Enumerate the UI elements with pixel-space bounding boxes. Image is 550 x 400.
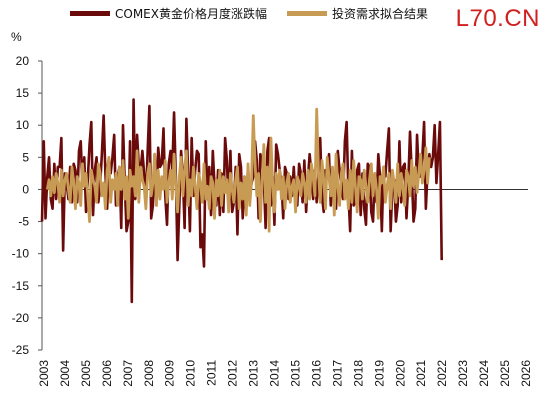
legend-swatch-comex [70,10,110,16]
y-tick-label: -20 [12,311,30,325]
series-line-investment [45,107,431,233]
x-tick-label: 2021 [414,360,428,387]
x-tick-label: 2025 [498,360,512,387]
series-investment-fit [45,107,431,233]
y-tick-label: -15 [12,279,30,293]
x-tick-label: 2017 [330,360,344,387]
x-tick-label: 2004 [58,360,72,387]
y-tick-label: 0 [22,182,29,196]
x-tick-label: 2013 [247,360,261,387]
y-tick-label: -25 [12,343,30,357]
legend-item-comex: COMEX黄金价格月度涨跌幅 [70,5,267,22]
legend-label-investment: 投资需求拟合结果 [331,6,428,21]
x-tick-label: 2014 [268,360,282,387]
x-tick-label: 2010 [184,360,198,387]
x-tick-label: 2022 [435,360,449,387]
legend-swatch-investment [286,10,327,16]
legend-label-comex: COMEX黄金价格月度涨跌幅 [115,6,267,21]
series-line-comex [40,98,443,304]
x-tick-label: 2018 [351,360,365,387]
legend: COMEX黄金价格月度涨跌幅 投资需求拟合结果 [70,4,448,22]
series-comex-monthly-change [40,98,443,304]
x-tick-label: 2026 [519,360,533,387]
x-tick-label: 2011 [205,360,219,386]
y-axis-unit: % [11,30,22,44]
y-tick-label: 10 [16,118,30,132]
x-tick-label: 2012 [226,360,240,387]
x-tick-label: 2008 [142,360,156,387]
y-tick-label: 20 [16,54,30,68]
x-tick-label: 2024 [477,360,491,387]
watermark: L70.CN [455,5,540,32]
x-tick-label: 2020 [393,360,407,387]
x-tick-label: 2006 [100,360,114,387]
x-tick-label: 2009 [163,360,177,387]
legend-item-investment: 投资需求拟合结果 [286,5,428,22]
x-tick-label: 2003 [37,360,51,387]
y-tick-label: 15 [16,86,30,100]
x-tick-label: 2015 [288,360,302,387]
y-tick-labels: 20 15 10 5 0 -5 -10 -15 -20 -25 [12,54,30,357]
x-tick-label: 2007 [121,360,135,387]
x-tick-label: 2016 [309,360,323,387]
y-tick-label: -10 [12,247,30,261]
x-tick-labels: 2003 2004 2005 2006 2007 2008 2009 2010 2011 2012… [37,360,533,387]
x-tick-label: 2019 [372,360,386,387]
x-tick-label: 2005 [79,360,93,387]
x-tick-label: 2023 [456,360,470,387]
y-tick-label: -5 [18,215,29,229]
y-tick-label: 5 [22,150,29,164]
